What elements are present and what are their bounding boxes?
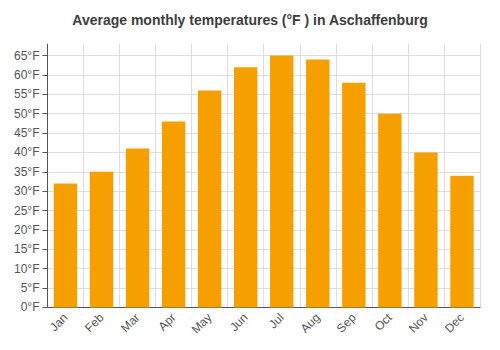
svg-text:Aug: Aug bbox=[298, 311, 323, 336]
svg-text:55°F: 55°F bbox=[14, 87, 39, 101]
svg-text:5°F: 5°F bbox=[21, 281, 40, 295]
svg-text:40°F: 40°F bbox=[14, 145, 39, 159]
svg-text:Jan: Jan bbox=[47, 311, 71, 335]
svg-text:Sep: Sep bbox=[334, 310, 359, 335]
svg-text:10°F: 10°F bbox=[14, 262, 39, 276]
svg-text:45°F: 45°F bbox=[14, 126, 39, 140]
svg-text:50°F: 50°F bbox=[14, 107, 39, 121]
svg-text:25°F: 25°F bbox=[14, 204, 39, 218]
svg-text:Apr: Apr bbox=[155, 311, 178, 334]
svg-text:Dec: Dec bbox=[442, 311, 467, 336]
svg-text:Average monthly temperatures (: Average monthly temperatures (°F ) in As… bbox=[72, 12, 427, 28]
svg-text:0°F: 0°F bbox=[21, 300, 40, 314]
svg-text:35°F: 35°F bbox=[14, 165, 39, 179]
svg-text:20°F: 20°F bbox=[14, 223, 39, 237]
svg-text:May: May bbox=[189, 311, 215, 337]
svg-text:Feb: Feb bbox=[82, 310, 107, 335]
svg-text:15°F: 15°F bbox=[14, 242, 39, 256]
svg-text:Jul: Jul bbox=[266, 311, 287, 332]
svg-text:Mar: Mar bbox=[118, 311, 143, 335]
svg-text:30°F: 30°F bbox=[14, 184, 39, 198]
svg-text:Jun: Jun bbox=[227, 311, 251, 335]
svg-text:60°F: 60°F bbox=[14, 68, 39, 82]
svg-text:65°F: 65°F bbox=[14, 49, 39, 63]
svg-text:Oct: Oct bbox=[372, 310, 396, 334]
svg-text:Nov: Nov bbox=[406, 311, 431, 336]
